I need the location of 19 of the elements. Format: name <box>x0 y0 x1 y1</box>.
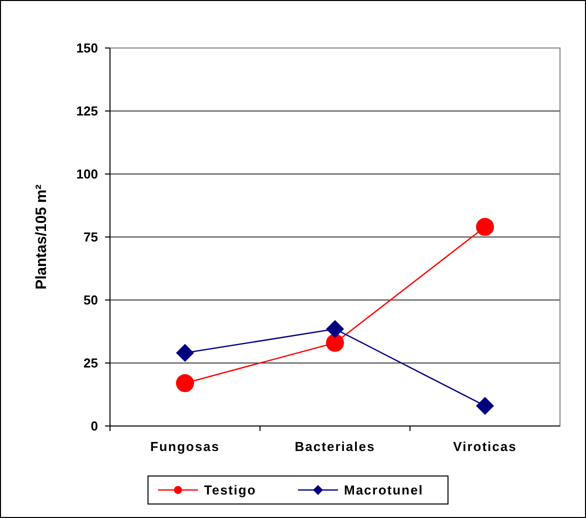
y-tick-label: 25 <box>84 356 98 371</box>
y-tick-label: 75 <box>84 230 98 245</box>
y-tick-label: 100 <box>76 166 98 182</box>
legend-label: Macrotunel <box>344 482 424 498</box>
point <box>326 334 344 352</box>
point <box>326 320 344 338</box>
y-tick-label: 50 <box>84 292 98 308</box>
y-tick-label: 150 <box>76 40 98 56</box>
point <box>176 374 194 392</box>
point <box>176 344 194 362</box>
x-tick-label: Viroticas <box>453 439 517 454</box>
point <box>476 396 494 415</box>
x-tick-label: Fungosas <box>150 439 220 454</box>
x-tick-label: Bacteriales <box>294 439 376 454</box>
y-tick-label: 125 <box>76 104 98 119</box>
y-axis-title: Plantas/105 m² <box>33 184 50 290</box>
point <box>476 218 494 236</box>
y-tick-label: 0 <box>90 418 98 434</box>
legend-label: Testigo <box>204 482 256 498</box>
